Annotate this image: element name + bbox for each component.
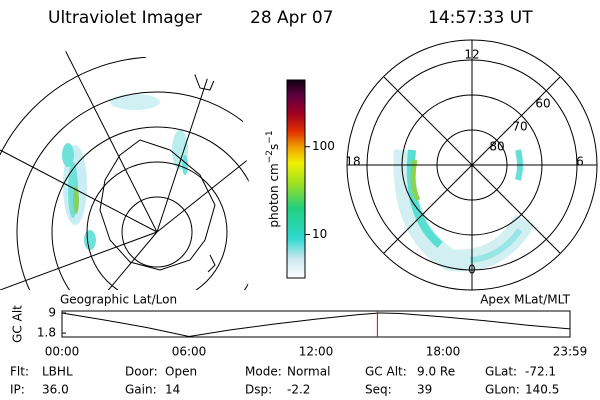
field-value: Normal xyxy=(287,365,330,379)
field-value: 14 xyxy=(165,383,180,397)
x-tick-label: 18:00 xyxy=(426,345,461,359)
plot-frame xyxy=(61,310,571,338)
geo-label: Geographic Lat/Lon xyxy=(60,293,177,307)
x-tick-label: 06:00 xyxy=(172,345,207,359)
exponent: −2 xyxy=(265,150,275,163)
colorbar xyxy=(286,79,306,279)
unit: s xyxy=(267,144,281,150)
field-value: Open xyxy=(165,365,197,379)
mlt-label: 18 xyxy=(345,155,360,169)
field-value: 9.0 Re xyxy=(417,365,455,379)
title: Ultraviolet Imager xyxy=(48,8,202,28)
time: 14:57:33 UT xyxy=(428,8,533,28)
colorbar-label: photon cm−2s−1 xyxy=(265,130,281,227)
x-tick-label: 23:59 xyxy=(553,345,588,359)
polar-label: Apex MLat/MLT xyxy=(480,293,570,307)
altitude-line xyxy=(61,312,571,337)
field-value: 39 xyxy=(417,383,432,397)
y-label: GC Alt xyxy=(11,305,25,343)
x-tick-label: 12:00 xyxy=(299,345,334,359)
lat-label: 70 xyxy=(512,120,527,134)
field-key: Seq: xyxy=(365,383,392,397)
lat-label: 60 xyxy=(535,97,550,111)
field-value: 36.0 xyxy=(42,383,69,397)
exponent: −1 xyxy=(265,130,275,143)
tick-label: 10 xyxy=(312,227,327,241)
field-key: Door: xyxy=(125,365,158,379)
y-tick-label: 1.8 xyxy=(37,326,56,340)
field-key: GC Alt: xyxy=(365,365,407,379)
lat-label: 80 xyxy=(489,140,504,154)
x-tick-label: 00:00 xyxy=(45,345,80,359)
field-value: LBHL xyxy=(42,365,73,379)
date: 28 Apr 07 xyxy=(250,8,333,28)
field-value: -2.2 xyxy=(287,383,310,397)
unit: photon cm xyxy=(267,163,281,227)
mlt-label: 6 xyxy=(576,155,584,169)
geo-map xyxy=(0,45,250,290)
field-key: Dsp: xyxy=(245,383,272,397)
field-key: Gain: xyxy=(125,383,157,397)
y-tick-label: 9 xyxy=(48,305,56,319)
mlt-label: 12 xyxy=(464,48,479,62)
mlt-label: 0 xyxy=(468,263,476,277)
field-key: GLat: xyxy=(485,365,517,379)
polar-map xyxy=(346,39,598,291)
field-key: Mode: xyxy=(245,365,282,379)
field-key: IP: xyxy=(10,383,25,397)
field-value: 140.5 xyxy=(525,383,559,397)
tick-label: 100 xyxy=(312,139,335,153)
field-key: GLon: xyxy=(485,383,520,397)
field-key: Flt: xyxy=(10,365,29,379)
field-value: -72.1 xyxy=(525,365,556,379)
